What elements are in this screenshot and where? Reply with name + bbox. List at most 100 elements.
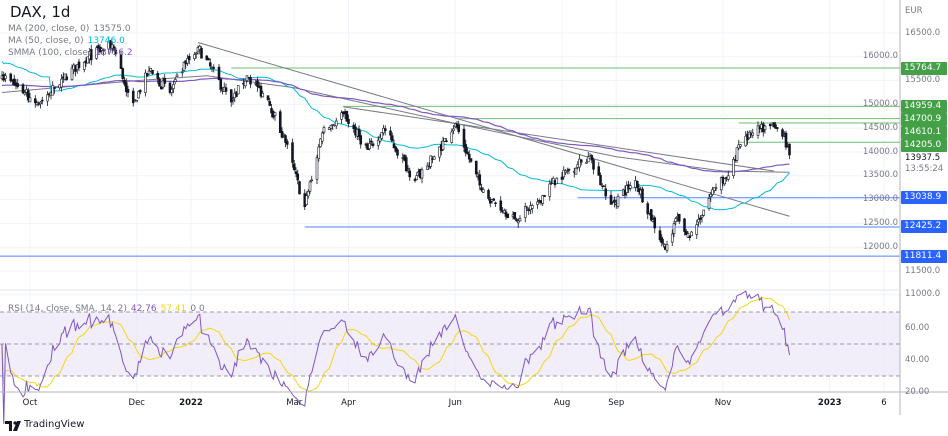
level-price-label: 14610.1 [901, 125, 947, 139]
candle [686, 233, 690, 238]
candle [389, 130, 392, 136]
candle [137, 91, 140, 99]
candle [469, 158, 473, 162]
candle [726, 175, 730, 180]
candle [219, 78, 223, 90]
horizontal-levels[interactable] [0, 67, 900, 257]
candle [9, 73, 13, 82]
candle [452, 128, 455, 131]
candle [578, 158, 581, 168]
candle [147, 70, 151, 75]
candle [205, 55, 209, 60]
candle [474, 160, 478, 175]
legend-smma[interactable]: SMMA (100, close) 13756.2 [8, 48, 133, 58]
candle [168, 82, 172, 93]
candle [70, 67, 74, 80]
candle [329, 124, 333, 129]
candle [592, 159, 595, 170]
smma100-line [1, 77, 790, 173]
candle [371, 143, 375, 146]
candle [396, 149, 399, 156]
level-price-label: 14205.0 [901, 138, 947, 152]
rsi-tick: 40.00 [905, 354, 930, 365]
trend-lines[interactable] [197, 42, 790, 217]
candle [441, 140, 445, 150]
legend-ma200[interactable]: MA (200, close, 0) 13575.0 [8, 24, 131, 34]
price-tick: 15500.0 [905, 75, 941, 86]
candle [207, 58, 210, 61]
candle [380, 132, 384, 139]
candle [499, 200, 503, 211]
level-price-label: 15764.7 [901, 61, 947, 75]
candle [198, 45, 202, 50]
symbol-title[interactable]: DAX, 1d [10, 3, 71, 21]
trend-line [343, 106, 774, 172]
candle [82, 62, 86, 70]
level-price-label: 12425.2 [901, 220, 947, 234]
candle [51, 85, 55, 96]
candle [53, 87, 56, 89]
candle [662, 243, 665, 245]
candle [390, 135, 394, 142]
candle [723, 178, 727, 185]
candle [317, 146, 321, 160]
candle [236, 85, 240, 95]
candle [635, 180, 639, 188]
candle [536, 201, 539, 205]
rsi-pane [0, 290, 900, 425]
price-tick: 11000.0 [905, 289, 941, 300]
candle [784, 132, 788, 148]
time-tick: 6 [881, 398, 887, 408]
candle [170, 89, 174, 93]
candle [467, 153, 471, 160]
legend-rsi-sma-value: 57.41 [160, 304, 187, 314]
price-tick: 16000.0 [862, 51, 898, 62]
time-tick: 2023 [817, 398, 842, 408]
candle [133, 99, 137, 101]
candle [466, 151, 469, 155]
candle [268, 101, 272, 106]
candle [562, 169, 566, 178]
candle [548, 183, 552, 197]
candle [527, 209, 531, 212]
candle [438, 146, 441, 158]
candle [231, 98, 235, 101]
rsi-sma-line [1, 297, 790, 392]
candle [574, 167, 578, 175]
candle [144, 72, 147, 93]
candle [586, 156, 590, 163]
candle [523, 206, 527, 218]
candle [21, 84, 25, 94]
candle [420, 169, 424, 179]
candle [112, 46, 116, 51]
candle [278, 111, 282, 134]
candle [376, 139, 380, 146]
candle [513, 212, 517, 219]
candle [4, 75, 7, 79]
candles [0, 36, 791, 253]
candle [124, 82, 128, 92]
legend-rsi[interactable]: RSI (14, close, SMA, 14, 2) 42.76 57.41 0 0 [8, 304, 205, 314]
candle [100, 48, 104, 51]
candle [658, 230, 662, 241]
candle [322, 127, 326, 133]
candle [46, 94, 49, 102]
candle [95, 47, 98, 59]
legend-ma50[interactable]: MA (50, close, 0) 13746.0 [8, 36, 125, 46]
candle [138, 90, 142, 93]
candle [200, 48, 203, 59]
time-tick: Mar [286, 398, 303, 408]
legend-smma-value: 13756.2 [95, 48, 133, 58]
candle [320, 132, 324, 142]
candle [186, 58, 189, 64]
candle [319, 138, 322, 147]
candle [123, 79, 126, 85]
candle [711, 189, 714, 195]
price-tick: 13500.0 [862, 170, 898, 181]
candle [23, 92, 27, 95]
candle [187, 55, 191, 61]
candle [599, 175, 602, 186]
candle [394, 146, 398, 152]
candle [60, 78, 63, 88]
